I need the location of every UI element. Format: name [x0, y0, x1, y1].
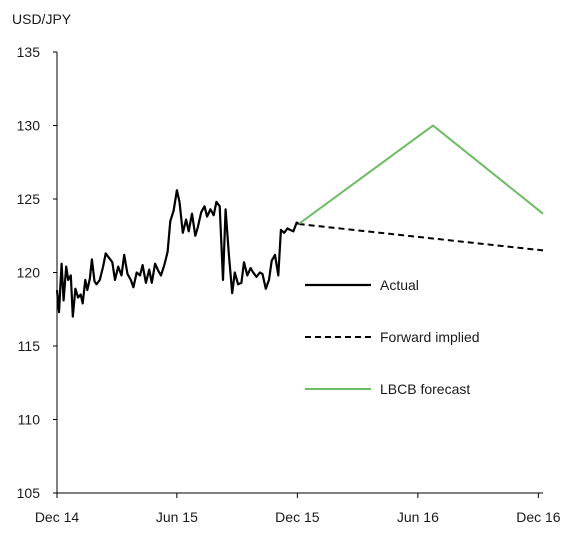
chart-legend: Actual Forward implied LBCB forecast	[305, 277, 480, 397]
legend-label-forward-implied: Forward implied	[380, 329, 480, 345]
series-line-lbcb-forecast	[298, 124, 544, 225]
y-tick-label: 135	[17, 44, 41, 60]
legend-label-lbcb-forecast: LBCB forecast	[380, 381, 470, 397]
y-tick-label: 105	[17, 485, 41, 501]
chart-ticks: 135 130 125 120 115 110 105 Dec 14 Jun 15 Dec 15 J…	[17, 44, 561, 525]
y-tick-label: 115	[18, 338, 41, 354]
chart-series	[55, 124, 544, 318]
chart-axes	[56, 52, 543, 494]
legend-label-actual: Actual	[380, 277, 419, 293]
x-tick-label: Jun 16	[397, 509, 439, 525]
x-tick-label: Dec 14	[35, 509, 80, 525]
x-tick-label: Jun 15	[156, 509, 198, 525]
y-axis-unit-label: USD/JPY	[12, 11, 72, 27]
y-tick-label: 120	[17, 265, 41, 281]
y-tick-label: 130	[17, 118, 41, 134]
y-tick-label: 125	[17, 191, 41, 207]
series-line-actual	[55, 189, 300, 318]
x-tick-label: Dec 15	[275, 509, 320, 525]
x-tick-label: Dec 16	[516, 509, 561, 525]
series-line-forward-implied	[298, 223, 544, 252]
y-tick-label: 110	[18, 412, 41, 428]
